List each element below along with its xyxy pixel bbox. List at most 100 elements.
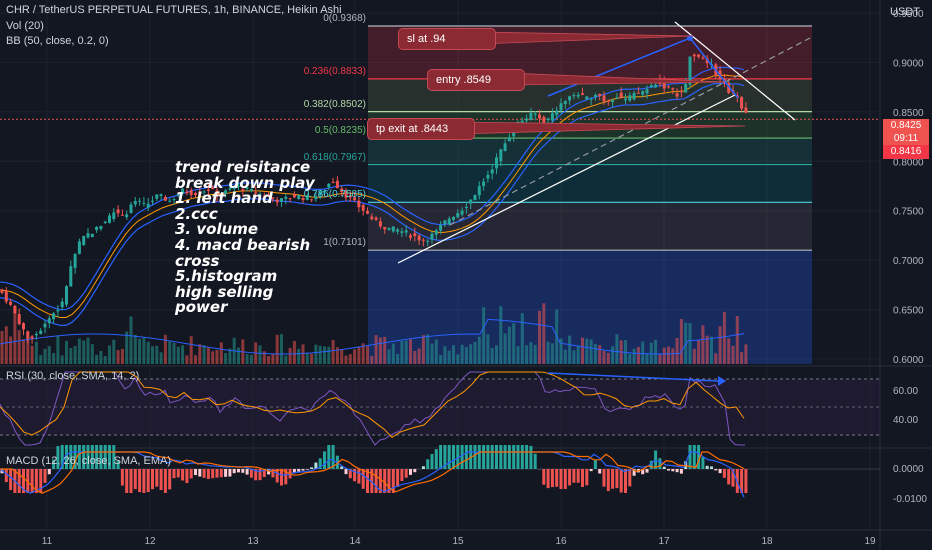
macd-histogram-bar	[615, 469, 619, 489]
trade-annotation-text[interactable]: trend reisitance break down play 1. left…	[175, 158, 315, 317]
fib-level-label: 1(0.7101)	[323, 237, 366, 249]
macd-histogram-bar	[667, 469, 670, 471]
volume-bar	[331, 339, 335, 364]
candle-body	[99, 225, 103, 229]
macd-histogram-bar	[22, 469, 25, 493]
macd-histogram-bar	[305, 469, 309, 470]
y-tick-label: 0.8500	[893, 108, 924, 119]
macd-histogram-bar	[546, 469, 550, 489]
macd-histogram-bar	[206, 469, 210, 479]
macd-histogram-bar	[47, 469, 51, 475]
candle-body	[133, 200, 137, 205]
volume-bar	[503, 333, 507, 364]
macd-histogram-bar	[576, 469, 580, 483]
candle-body	[576, 94, 580, 97]
volume-bar	[477, 336, 481, 364]
macd-histogram-bar	[108, 445, 111, 469]
candle-body	[267, 194, 271, 197]
candle-body	[82, 235, 86, 246]
volume-bar	[99, 350, 103, 364]
volume-bar	[120, 348, 124, 364]
volume-bar	[452, 345, 455, 364]
currency-label[interactable]: USDT	[890, 6, 920, 18]
candle-body	[645, 89, 649, 94]
volume-indicator-label[interactable]: Vol (20)	[6, 20, 44, 32]
candle-body	[361, 204, 365, 211]
candle-body	[138, 200, 142, 202]
volume-bar	[516, 346, 520, 364]
callout-stop-loss[interactable]: sl at .94	[398, 28, 496, 50]
macd-histogram-bar	[507, 445, 511, 469]
volume-bar	[684, 322, 688, 364]
macd-histogram-bar	[34, 469, 38, 493]
volume-bar	[327, 346, 331, 364]
candle-body	[301, 198, 305, 201]
macd-indicator-label[interactable]: MACD (12, 26, close, SMA, EMA)	[6, 455, 172, 467]
candle-body	[327, 183, 331, 188]
candle-body	[163, 197, 167, 201]
callout-take-profit[interactable]: tp exit at .8443	[367, 118, 475, 140]
volume-bar	[0, 331, 4, 364]
candle-body	[628, 95, 632, 101]
fib-level-label: 0.5(0.8235)	[314, 125, 366, 137]
volume-bar	[593, 344, 597, 364]
rsi-tick-label: 40.00	[893, 415, 918, 426]
rsi-tick-label: 60.00	[893, 386, 918, 397]
candle-body	[503, 143, 507, 151]
y-tick-label: 0.8000	[893, 157, 924, 168]
volume-bar	[688, 323, 692, 364]
macd-histogram-bar	[4, 469, 8, 483]
macd-histogram-bar	[460, 445, 464, 469]
volume-bar	[430, 343, 434, 364]
candle-body	[568, 96, 572, 101]
volume-bar	[219, 342, 223, 364]
candle-body	[495, 157, 498, 169]
candle-body	[744, 107, 748, 113]
candle-body	[675, 93, 679, 97]
candle-body	[486, 174, 490, 179]
macd-histogram-bar	[69, 445, 73, 469]
macd-histogram-bar	[344, 469, 348, 475]
callout-entry[interactable]: entry .8549	[427, 69, 525, 91]
volume-bar	[353, 349, 357, 364]
candle-body	[159, 194, 163, 196]
candle-body	[353, 197, 357, 201]
volume-bar	[731, 345, 735, 364]
macd-histogram-bar	[280, 469, 283, 486]
macd-histogram-bar	[710, 466, 713, 469]
macd-histogram-bar	[90, 445, 94, 469]
volume-bar	[667, 346, 670, 364]
macd-histogram-bar	[168, 469, 172, 490]
macd-histogram-bar	[593, 460, 597, 469]
candle-body	[667, 86, 670, 88]
y-tick-label: 0.6500	[893, 306, 924, 317]
candle-body	[314, 196, 318, 200]
candle-body	[525, 118, 529, 121]
volume-bar	[9, 336, 13, 364]
candle-body	[47, 318, 51, 324]
volume-bar	[421, 335, 425, 364]
candle-body	[636, 92, 640, 94]
macd-histogram-bar	[129, 469, 133, 493]
macd-histogram-bar	[611, 469, 615, 489]
candle-body	[460, 210, 464, 215]
candle-body	[593, 94, 597, 98]
volume-bar	[495, 345, 498, 364]
volume-bar	[288, 347, 292, 364]
y-tick-label: 0.7000	[893, 256, 924, 267]
rsi-line	[0, 371, 745, 446]
candle-body	[542, 116, 546, 125]
macd-histogram-bar	[490, 445, 494, 469]
rsi-indicator-label[interactable]: RSI (30, close, SMA, 14, 2)	[6, 370, 140, 382]
volume-bar	[598, 345, 602, 364]
macd-histogram-bar	[99, 445, 103, 469]
volume-bar	[181, 345, 185, 364]
bollinger-indicator-label[interactable]: BB (50, close, 0.2, 0)	[6, 35, 109, 47]
candle-body	[73, 253, 77, 268]
macd-histogram-bar	[310, 467, 314, 469]
volume-bar	[520, 313, 524, 364]
candle-body	[701, 57, 705, 59]
macd-histogram-bar	[65, 445, 68, 469]
macd-histogram-bar	[163, 469, 167, 493]
